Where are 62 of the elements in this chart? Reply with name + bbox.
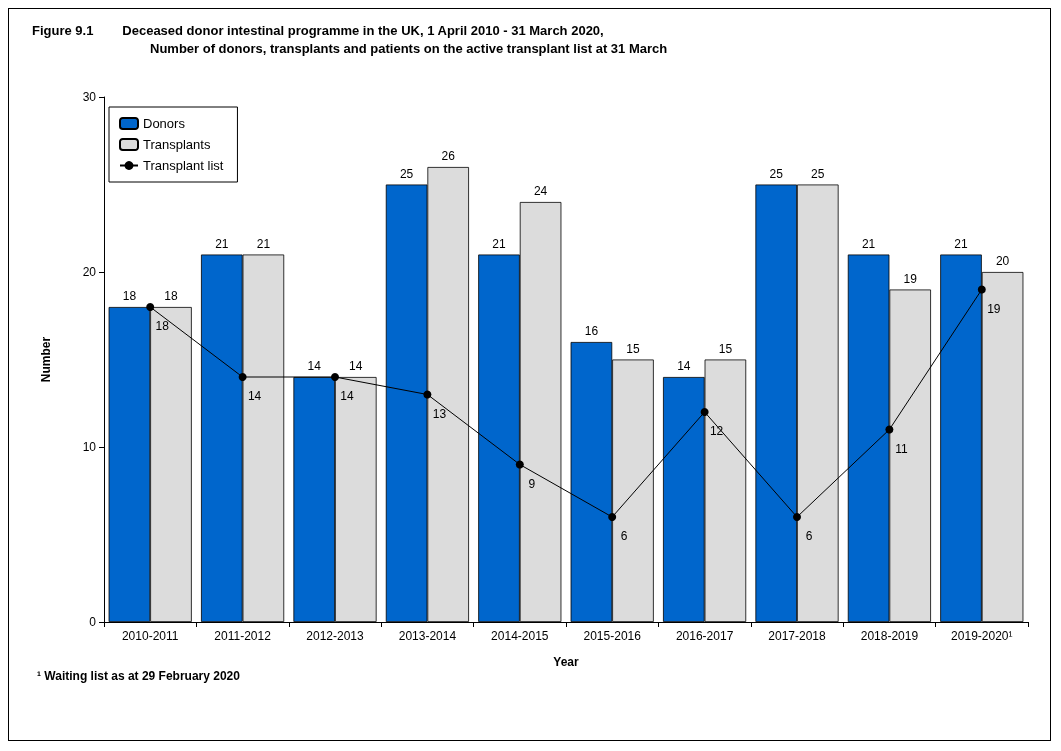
data-label: 19 <box>903 271 918 286</box>
x-tick-label: 2011-2012 <box>214 629 272 643</box>
legend-label: Transplants <box>143 137 211 152</box>
x-tick-label: 2016-2017 <box>675 629 734 643</box>
data-label: 25 <box>399 166 414 181</box>
point <box>793 513 801 521</box>
point <box>146 303 155 311</box>
point <box>238 373 247 381</box>
data-label: 25 <box>811 166 825 181</box>
x-tick-label: 2017-2018 <box>768 629 827 643</box>
y-tick-label: 30 <box>82 90 97 104</box>
y-tick-label: 10 <box>82 440 97 454</box>
data-label: 19 <box>987 301 1001 316</box>
point <box>977 285 986 294</box>
x-tick-label: 2010-2011 <box>121 629 179 643</box>
point <box>423 390 432 399</box>
data-label: 21 <box>861 236 876 251</box>
data-label: 14 <box>307 359 322 373</box>
data-label: 15 <box>626 341 640 356</box>
data-label: 18 <box>155 319 170 333</box>
data-label: 6 <box>805 529 813 543</box>
x-tick-label: 2019-2020¹ <box>951 629 1013 643</box>
legend-label: Donors <box>143 116 186 131</box>
data-label: 14 <box>340 389 354 403</box>
point <box>331 373 339 381</box>
data-label: 25 <box>769 166 784 181</box>
y-tick-label: 20 <box>82 265 97 279</box>
y-tick-label: 0 <box>89 615 97 629</box>
data-label: 24 <box>533 184 548 198</box>
data-label: 11 <box>895 441 908 456</box>
data-label: 12 <box>709 424 724 438</box>
data-label: 21 <box>256 236 271 251</box>
point <box>885 425 894 434</box>
y-axis-title: Number <box>39 336 53 383</box>
x-tick-label: 2018-2019 <box>860 629 919 643</box>
data-label: 16 <box>584 324 599 338</box>
data-label: 15 <box>718 341 733 356</box>
chart-title: Figure 9.1 Deceased donor intestinal programme in the UK, 1 April 2010 - 31 March 2020, <box>32 23 604 38</box>
x-tick-label: 2013-2014 <box>398 629 457 643</box>
data-label: 6 <box>620 529 628 543</box>
data-label: 18 <box>164 289 178 303</box>
data-label: 20 <box>995 254 1010 268</box>
data-label: 21 <box>215 236 229 251</box>
data-label: 18 <box>122 289 137 303</box>
point <box>608 513 617 521</box>
x-tick-label: 2014-2015 <box>491 629 549 643</box>
data-label: 14 <box>677 359 691 373</box>
x-axis-title: Year <box>553 655 580 669</box>
data-label: 21 <box>492 236 506 251</box>
data-label: 21 <box>954 236 968 251</box>
point <box>700 408 709 416</box>
x-tick-label: 2015-2016 <box>583 629 642 643</box>
point <box>515 460 524 469</box>
x-tick-label: 2012-2013 <box>306 629 365 643</box>
text: ¹ Waiting list as at 29 February 2020 <box>37 669 241 683</box>
legend-label: Transplant list <box>143 158 224 173</box>
data-label: 14 <box>349 359 363 373</box>
data-label: 9 <box>528 476 536 491</box>
chart-subtitle: Number of donors, transplants and patients on the active transplant list at 31 March <box>150 41 668 56</box>
data-label: 14 <box>247 389 262 403</box>
data-label: 26 <box>441 149 456 163</box>
data-label: 13 <box>432 406 447 421</box>
